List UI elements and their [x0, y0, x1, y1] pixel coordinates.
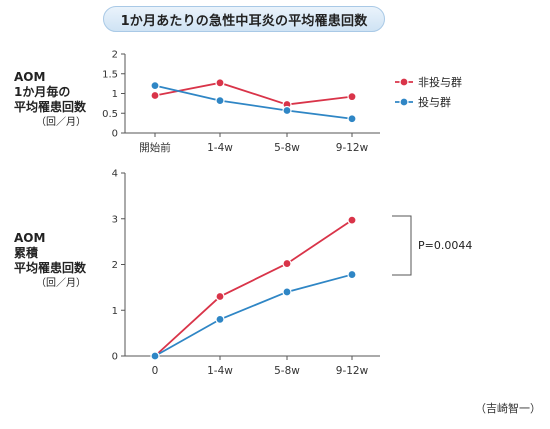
bottom-point-non-treated [282, 258, 292, 269]
top-point-non-treated [215, 78, 225, 88]
bottom-point-treated [282, 287, 292, 297]
top-ylabel-line-2: 1か月毎の [14, 85, 71, 99]
legend-label-non-treated: 非投与群 [418, 75, 462, 89]
legend-marker-treated [399, 97, 409, 107]
top-x-tick-label: 開始前 [139, 141, 171, 154]
bottom-y-tick-label: 4 [112, 169, 118, 180]
top-x-tick-label: 1-4w [207, 142, 233, 154]
source-credit: （吉崎智一） [475, 402, 541, 415]
significance-bracket [392, 215, 412, 276]
bottom-ylabel-unit: （回／月） [36, 278, 87, 289]
top-point-non-treated [347, 92, 357, 102]
p-value-annotation: P=0.0044 [418, 239, 472, 252]
top-point-non-treated [150, 90, 160, 101]
bottom-point-treated [347, 269, 357, 280]
top-x-tick-label: 9-12w [336, 142, 369, 154]
bottom-series-line-non-treated [154, 219, 353, 357]
top-x-tick-label: 5-8w [274, 142, 300, 154]
bottom-x-tick-label: 9-12w [336, 365, 369, 377]
bottom-series-line-treated [154, 273, 353, 357]
top-y-tick-label: 1 [112, 89, 118, 100]
bottom-y-tick-label: 2 [112, 260, 118, 271]
top-y-axis-label: AOM 1か月毎の 平均罹患回数 （回／月） [14, 70, 86, 130]
bottom-x-tick-label: 0 [152, 365, 159, 377]
bottom-ylabel-line-3: 平均罹患回数 [14, 261, 87, 275]
bottom-x-tick-label: 5-8w [274, 365, 300, 377]
bottom-ylabel-line-2: 累積 [14, 246, 39, 260]
top-y-tick-label: 1.5 [102, 69, 118, 80]
bottom-y-axis-label: AOM 累積 平均罹患回数 （回／月） [14, 231, 86, 291]
top-point-treated [347, 114, 357, 124]
bottom-point-treated [215, 314, 225, 324]
top-point-treated [215, 96, 225, 106]
bottom-ylabel-line-1: AOM [14, 231, 46, 245]
top-series-line-non-treated [154, 81, 353, 106]
legend-label-treated: 投与群 [418, 95, 451, 109]
top-series-line-treated [154, 84, 353, 120]
top-y-tick-label: 2 [112, 50, 118, 61]
legend-marker-non-treated [399, 77, 409, 87]
top-y-tick-label: 0.5 [102, 109, 118, 120]
bottom-point-non-treated [347, 215, 357, 225]
bottom-y-tick-label: 3 [112, 214, 118, 225]
top-y-tick-label: 0 [112, 129, 118, 140]
chart-title: 1か月あたりの急性中耳炎の平均罹患回数 [103, 6, 385, 32]
bottom-y-tick-label: 1 [112, 306, 118, 317]
top-ylabel-unit: （回／月） [36, 117, 87, 128]
bottom-y-tick-label: 0 [112, 352, 118, 363]
top-point-treated [150, 80, 160, 91]
top-point-treated [282, 105, 292, 116]
top-ylabel-line-1: AOM [14, 70, 46, 84]
bottom-point-treated [150, 351, 160, 361]
top-ylabel-line-3: 平均罹患回数 [14, 100, 87, 114]
bottom-x-tick-label: 1-4w [207, 365, 233, 377]
bottom-point-non-treated [215, 291, 225, 302]
